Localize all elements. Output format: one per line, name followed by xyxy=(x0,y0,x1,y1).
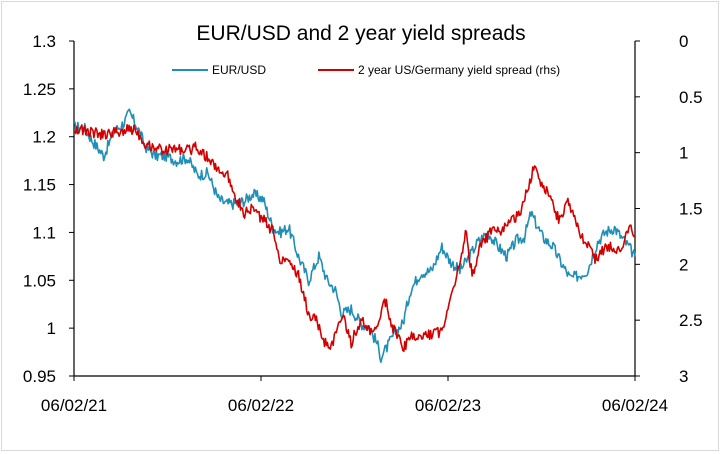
legend: EUR/USD 2 year US/Germany yield spread (… xyxy=(172,63,560,77)
y2-tick-label: 1.5 xyxy=(679,200,703,219)
y2-tick-label: 0.5 xyxy=(679,88,703,107)
y-tick-label: 1.3 xyxy=(32,32,56,51)
y-tick-label: 1.05 xyxy=(23,271,56,290)
y2-tick-label: 2 xyxy=(679,255,688,274)
series-line-eurusd xyxy=(73,108,636,364)
y2-tick-label: 3 xyxy=(679,367,688,386)
y2-tick-label: 0 xyxy=(679,32,688,51)
y-tick-label: 0.95 xyxy=(23,367,56,386)
y2-tick-label: 2.5 xyxy=(679,311,703,330)
y-tick-label: 1 xyxy=(47,319,56,338)
y-tick-label: 1.15 xyxy=(23,176,56,195)
y-tick-label: 1.2 xyxy=(32,128,56,147)
x-tick-label: 06/02/24 xyxy=(602,396,668,415)
legend-label-eurusd: EUR/USD xyxy=(212,63,266,77)
y-tick-label: 1.1 xyxy=(32,223,56,242)
x-tick-label: 06/02/23 xyxy=(415,396,481,415)
x-tick-label: 06/02/21 xyxy=(41,396,107,415)
series-layer xyxy=(73,108,636,364)
legend-label-spread: 2 year US/Germany yield spread (rhs) xyxy=(358,63,560,77)
y-tick-label: 1.25 xyxy=(23,80,56,99)
y2-tick-label: 1 xyxy=(679,144,688,163)
x-tick-label: 06/02/22 xyxy=(228,396,294,415)
series-line-yield-spread xyxy=(73,124,636,353)
chart-title: EUR/USD and 2 year yield spreads xyxy=(196,22,525,45)
